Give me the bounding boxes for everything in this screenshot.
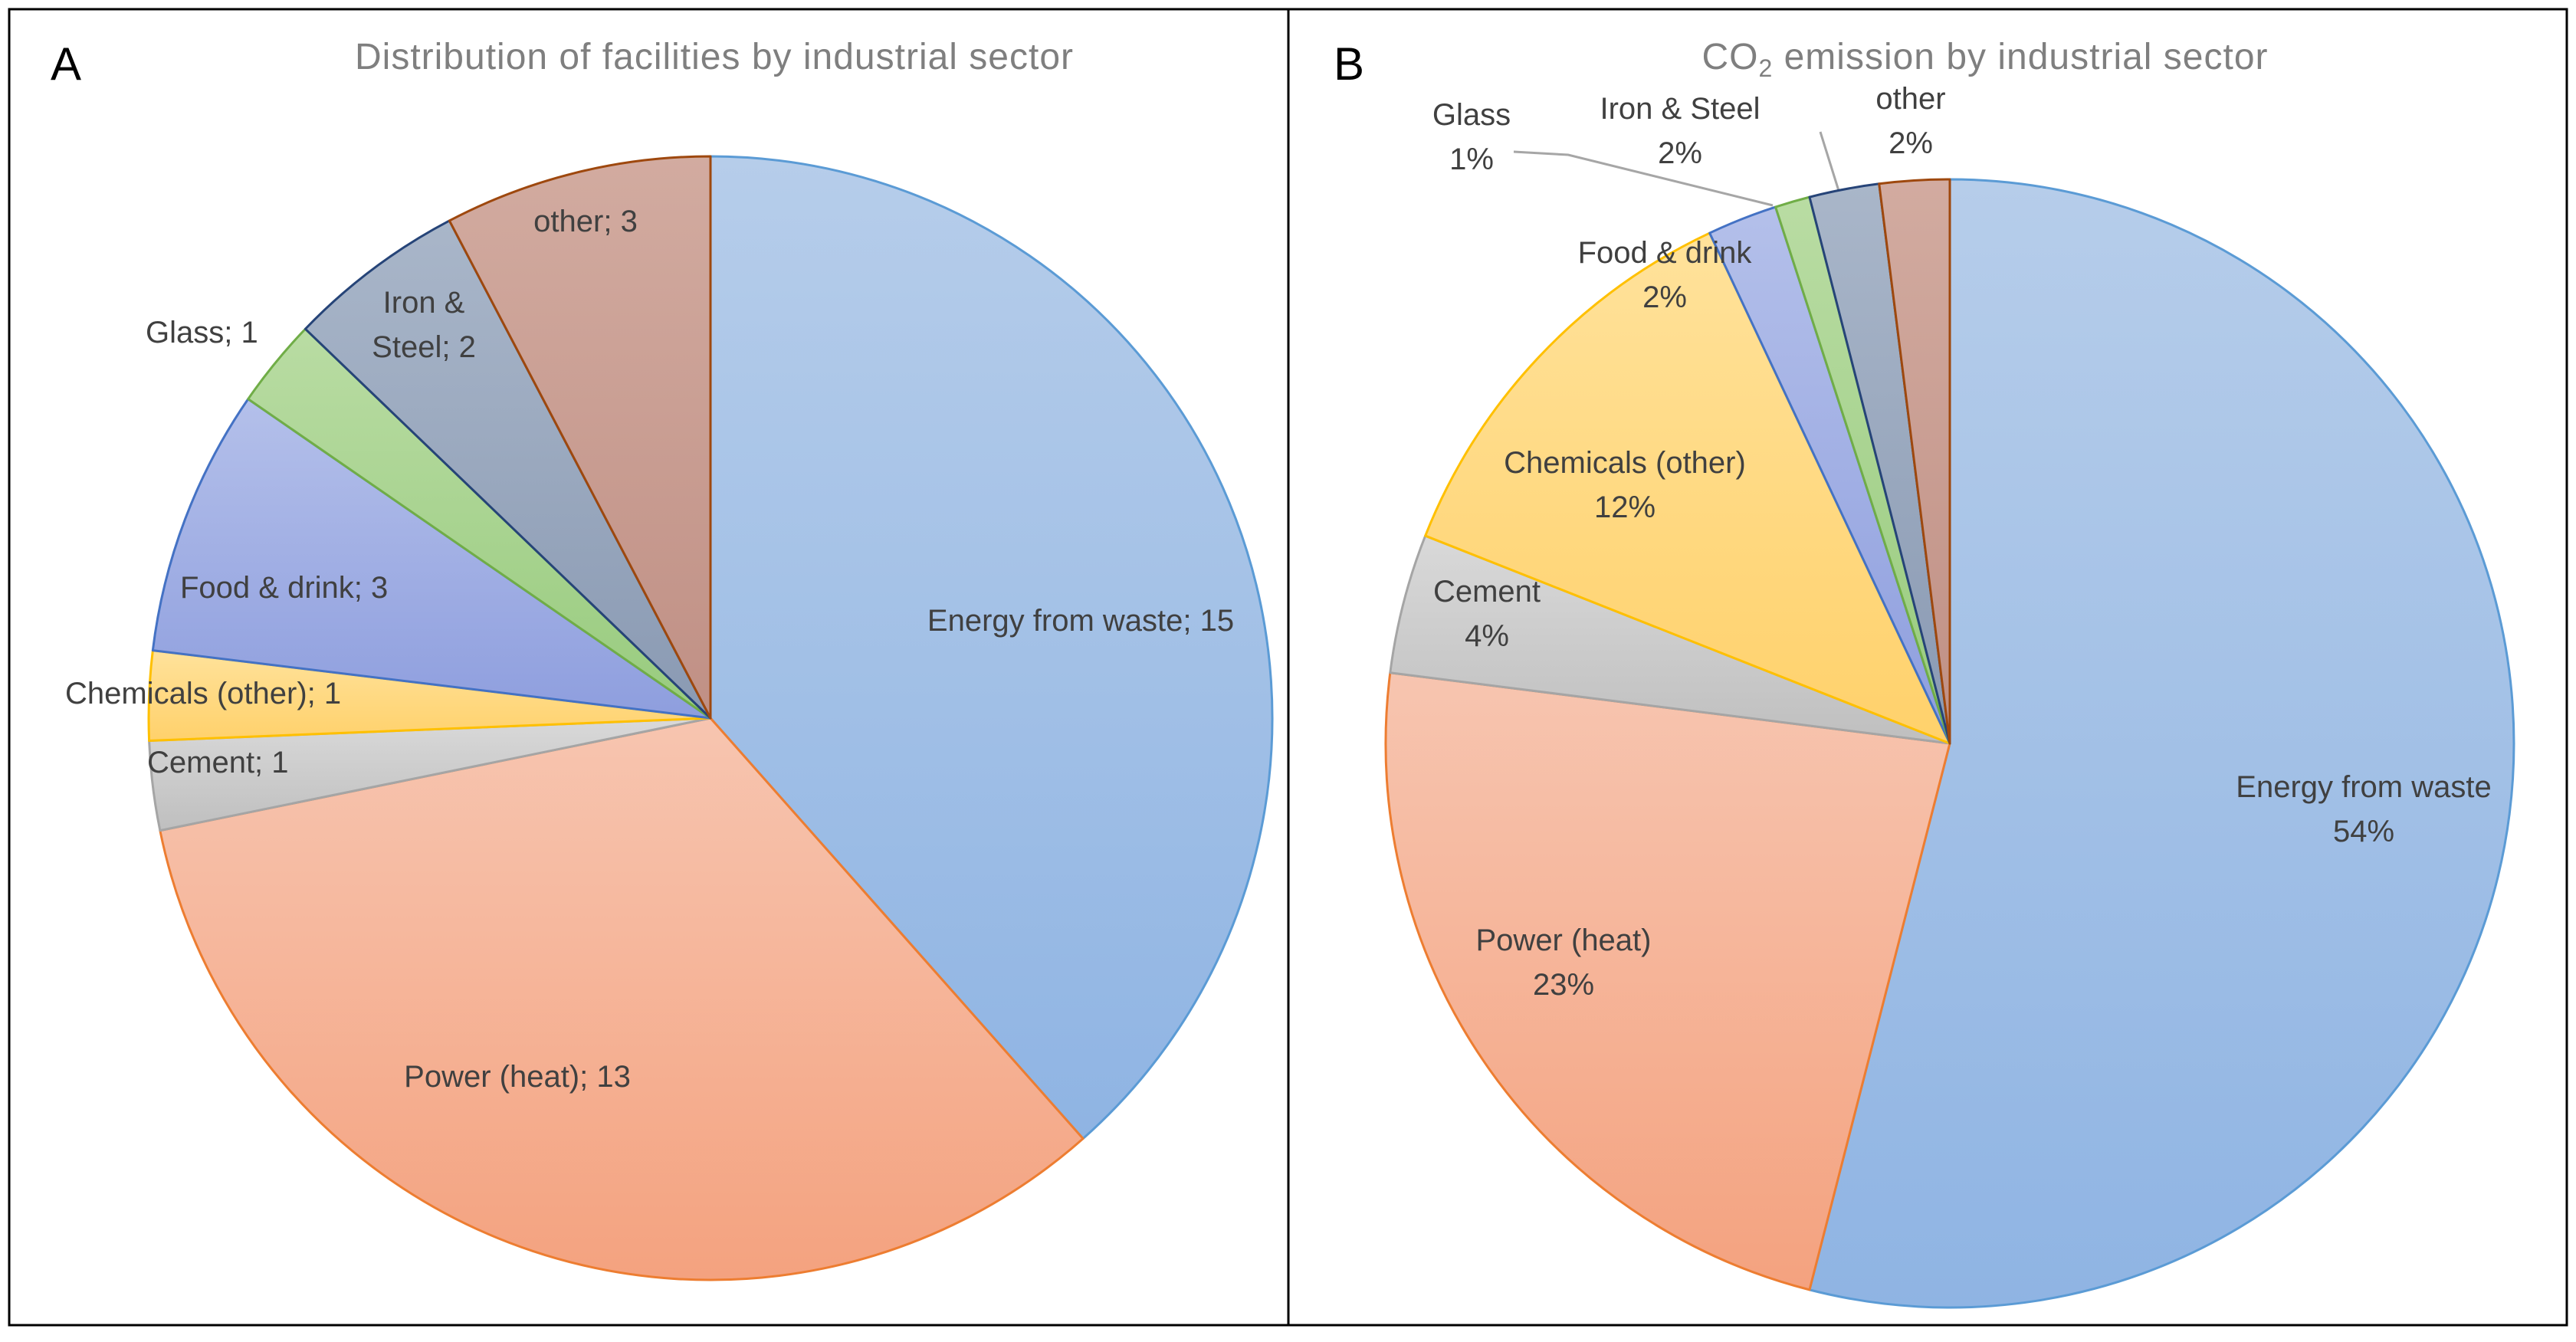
- panel-b: B CO2 emission by industrial sector Ener…: [1287, 8, 2568, 1327]
- pie-b-label-cement: Cement 4%: [1433, 575, 1541, 653]
- pie-a-slice-other: [448, 155, 712, 720]
- pie-b-label-power-heat-line-1: Power (heat): [1476, 924, 1652, 957]
- pie-a-label-cement-line-1: Cement; 1: [147, 746, 289, 779]
- pie-b-slice-chemicals-other: [1424, 231, 1951, 745]
- pie-a-slice-energy-from-waste: [709, 155, 1274, 1140]
- pie-a-label-chemicals-other: Chemicals (other); 1: [65, 677, 341, 710]
- pie-b-label-chemicals-other-line-1: Chemicals (other): [1504, 446, 1746, 480]
- pie-a-label-chemicals-other-line-1: Chemicals (other); 1: [65, 677, 341, 710]
- pie-a-label-energy-from-waste: Energy from waste; 15: [927, 604, 1234, 638]
- pie-a-label-energy-from-waste-line-1: Energy from waste; 15: [927, 604, 1234, 638]
- pie-b-label-iron-and-steel-line-1: Iron & Steel: [1600, 92, 1760, 126]
- pie-b-label-chemicals-other-line-2: 12%: [1594, 491, 1656, 524]
- panel-a: A Distribution of facilities by industri…: [8, 8, 1290, 1327]
- chart-b-title-subscript: 2: [1758, 54, 1773, 82]
- pie-a-label-iron-and-steel-line-1: Iron &: [383, 286, 465, 320]
- pie-b-slice-cement: [1389, 534, 1951, 745]
- pie-a-slice-food-and-drink: [151, 398, 712, 720]
- pie-b-label-energy-from-waste-line-1: Energy from waste: [2236, 770, 2491, 804]
- pie-b-label-glass-line-2: 1%: [1449, 143, 1494, 176]
- pie-b-label-glass-line-1: Glass: [1432, 98, 1511, 132]
- panel-b-letter: B: [1334, 38, 1364, 90]
- pie-b-label-iron-and-steel: Iron & Steel 2%: [1600, 92, 1760, 170]
- pie-a-label-power-heat: Power (heat); 13: [404, 1060, 631, 1094]
- pie-b-slices: [1384, 178, 2515, 1309]
- pie-b-label-food-and-drink-line-1: Food & drink: [1578, 236, 1753, 270]
- pie-b-label-food-and-drink: Food & drink 2%: [1578, 236, 1753, 314]
- pie-a-label-power-heat-line-1: Power (heat); 13: [404, 1060, 631, 1094]
- pie-a-label-glass-line-1: Glass; 1: [146, 316, 258, 349]
- pie-b-slice-other: [1878, 178, 1951, 745]
- pie-a-label-iron-and-steel: Iron & Steel; 2: [372, 286, 476, 364]
- pie-a-label-cement: Cement; 1: [147, 746, 289, 779]
- pie-b-slice-power-heat: [1384, 671, 1951, 1291]
- panel-b-frame: [1287, 8, 2568, 1327]
- pie-b-label-glass: Glass 1%: [1432, 98, 1511, 176]
- pie-b-label-other-line-1: other: [1875, 82, 1945, 116]
- pie-b-label-food-and-drink-line-2: 2%: [1642, 281, 1687, 314]
- pie-b-label-energy-from-waste: Energy from waste 54%: [2236, 770, 2491, 848]
- pie-a-slice-iron-and-steel: [304, 219, 712, 720]
- pie-a-label-food-and-drink: Food & drink; 3: [180, 571, 388, 605]
- chart-a-title: Distribution of facilities by industrial…: [355, 37, 1074, 77]
- pie-b-label-cement-line-2: 4%: [1465, 619, 1509, 653]
- pie-a-label-other-line-1: other; 3: [533, 205, 638, 238]
- pie-a-label-other: other; 3: [533, 205, 638, 238]
- pie-b-label-power-heat: Power (heat) 23%: [1476, 924, 1652, 1002]
- pie-a-label-iron-and-steel-line-2: Steel; 2: [372, 330, 476, 364]
- pie-a-labels: Energy from waste; 15 Power (heat); 13 Cem…: [65, 205, 1234, 1094]
- pie-b-label-other: other 2%: [1875, 82, 1945, 160]
- pie-b-leader-lines: [1513, 131, 1841, 207]
- pie-a-slices: [147, 155, 1274, 1281]
- chart-b-title-co: CO: [1701, 37, 1758, 77]
- pie-b-label-iron-and-steel-line-2: 2%: [1658, 136, 1702, 170]
- pie-a-slice-power-heat: [159, 717, 1085, 1281]
- pie-b-label-cement-line-1: Cement: [1433, 575, 1541, 609]
- pie-b-labels: Energy from waste 54% Power (heat) 23% Cemen…: [1432, 82, 2492, 1002]
- pie-a-label-glass: Glass; 1: [146, 316, 258, 349]
- pie-b-slice-energy-from-waste: [1808, 178, 2515, 1309]
- chart-b-title: CO2 emission by industrial sector: [1701, 37, 2268, 82]
- leader-line-iron-steel: [1819, 131, 1841, 194]
- pie-b-label-power-heat-line-2: 23%: [1533, 968, 1594, 1002]
- pie-b-label-other-line-2: 2%: [1889, 126, 1933, 160]
- pie-a-label-food-and-drink-line-1: Food & drink; 3: [180, 571, 388, 605]
- chart-b-title-rest: emission by industrial sector: [1773, 37, 2268, 77]
- leader-line-glass: [1513, 150, 1774, 207]
- pie-b-label-chemicals-other: Chemicals (other) 12%: [1504, 446, 1746, 524]
- pie-b-label-energy-from-waste-line-2: 54%: [2333, 815, 2394, 848]
- panel-a-letter: A: [51, 38, 81, 90]
